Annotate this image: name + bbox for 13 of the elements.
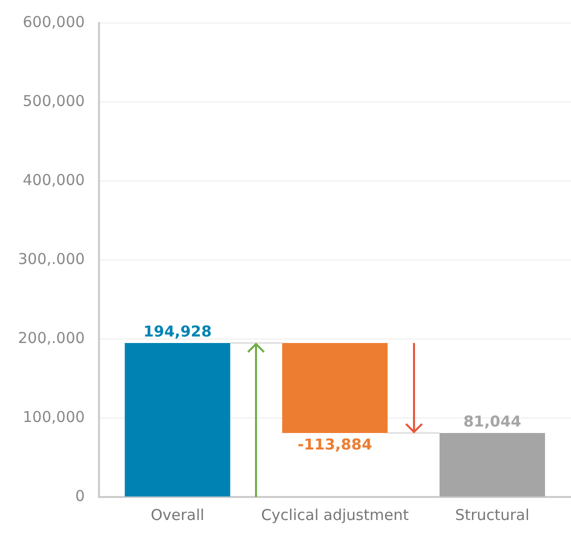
data-label: 81,044 bbox=[463, 412, 522, 430]
data-label: -113,884 bbox=[298, 435, 372, 454]
y-tick-label: 600,000 bbox=[22, 12, 85, 31]
x-tick-label: Cyclical adjustment bbox=[261, 506, 409, 524]
y-tick-label: 0 bbox=[75, 486, 85, 505]
y-tick-label: 500,000 bbox=[22, 92, 85, 110]
y-tick-label: 400,000 bbox=[22, 170, 85, 189]
y-tick-label: 200,.000 bbox=[18, 328, 85, 347]
x-tick-label: Structural bbox=[455, 506, 530, 524]
x-tick-label: Overall bbox=[150, 506, 204, 524]
y-tick-label: 100,000 bbox=[22, 408, 85, 426]
data-label: 194,928 bbox=[143, 322, 212, 340]
y-tick-label: 300,.000 bbox=[18, 250, 85, 268]
